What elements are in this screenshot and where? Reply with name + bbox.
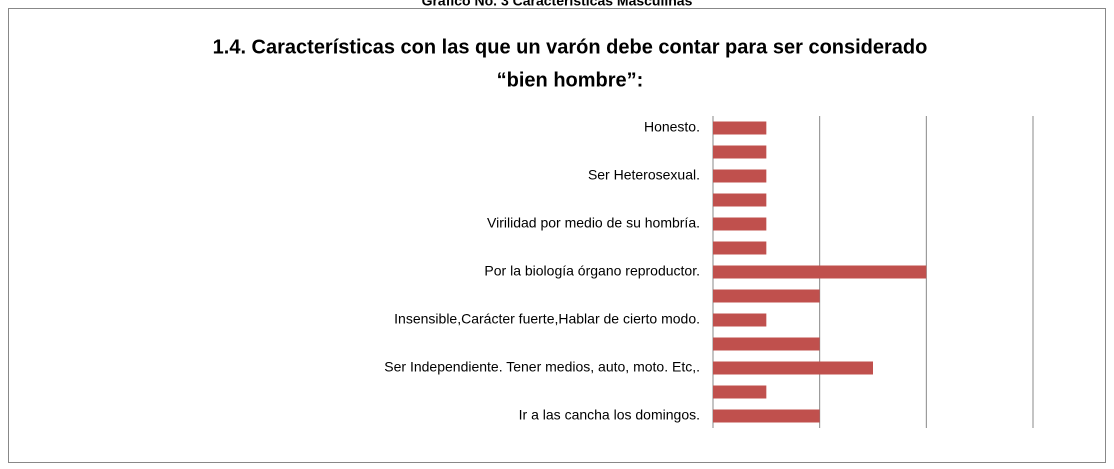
bar: [713, 193, 767, 207]
y-tick-label: Ser Heterosexual.: [588, 167, 700, 183]
bar: [713, 409, 820, 423]
y-tick-label: Virilidad por medio de su hombría.: [487, 215, 700, 231]
bar: [713, 145, 767, 159]
chart-frame: [8, 8, 1106, 463]
chart-header: Gráfico No. 3 Características Masculinas: [422, 0, 693, 9]
chart-title: 1.4. Características con las que un varó…: [213, 36, 928, 58]
bar: [713, 217, 767, 231]
bar: [713, 265, 927, 279]
bar: [713, 337, 820, 351]
chart-title: “bien hombre”:: [497, 69, 644, 91]
bar: [713, 289, 820, 303]
bar: [713, 385, 767, 399]
y-tick-label: Ir a las cancha los domingos.: [519, 407, 700, 423]
y-tick-label: Honesto.: [644, 119, 700, 135]
bar: [713, 169, 767, 183]
bar: [713, 313, 767, 327]
bar: [713, 121, 767, 135]
y-tick-label: Por la biología órgano reproductor.: [484, 263, 700, 279]
y-tick-label: Insensible,Carácter fuerte,Hablar de cie…: [394, 311, 700, 327]
bar: [713, 241, 767, 255]
bar: [713, 361, 873, 375]
y-tick-label: Ser Independiente. Tener medios, auto, m…: [384, 359, 700, 375]
